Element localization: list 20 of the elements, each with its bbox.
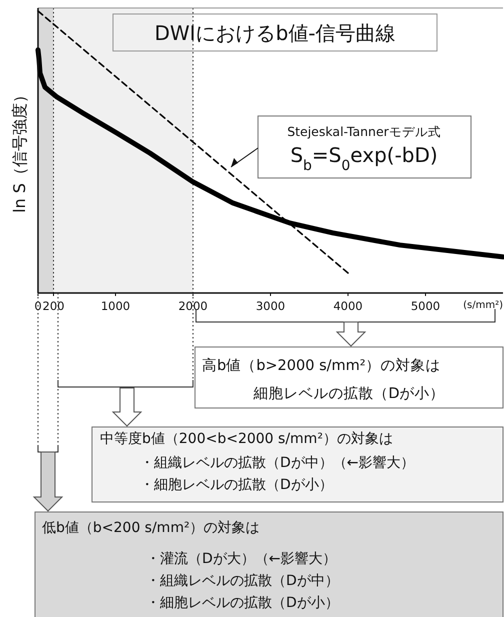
annotation: S$_{b}$=S$_{0}$exp(-bD) xyxy=(290,143,438,174)
x-tick-label: 1000 xyxy=(100,299,130,313)
annotation: ・組織レベルの拡散（Dが中）（←影響大） xyxy=(140,455,415,471)
annotation: ・細胞レベルの拡散（Dが小） xyxy=(146,595,339,611)
x-axis-title: (s/mm²) xyxy=(463,300,504,311)
annotation: ・灌流（Dが大）（←影響大） xyxy=(146,551,337,567)
annotation: 細胞レベルの拡散（Dが小） xyxy=(253,386,445,402)
text: DWIにおけるb値-信号曲線 xyxy=(154,21,396,45)
annotation: 中等度b値（200<b<2000 s/mm²）の対象は xyxy=(100,431,393,447)
annotation: 低b値（b<200 s/mm²）の対象は xyxy=(42,520,260,536)
x-tick-label: 3000 xyxy=(256,299,286,313)
x-tick-label: 2000 xyxy=(178,299,208,313)
annotation: 高b値（b>2000 s/mm²）の対象は xyxy=(202,358,441,374)
annotation: Stejeskal-Tannerモデル式 xyxy=(287,124,441,139)
annotation: ・組織レベルの拡散（Dが中） xyxy=(146,573,339,589)
annotation: ・細胞レベルの拡散（Dが小） xyxy=(140,477,333,493)
x-tick-label: 4000 xyxy=(333,299,363,313)
y-axis-title: ln S（信号強度） xyxy=(10,87,29,213)
x-tick-label: 5000 xyxy=(410,299,440,313)
x-tick-label: 200 xyxy=(42,299,64,313)
